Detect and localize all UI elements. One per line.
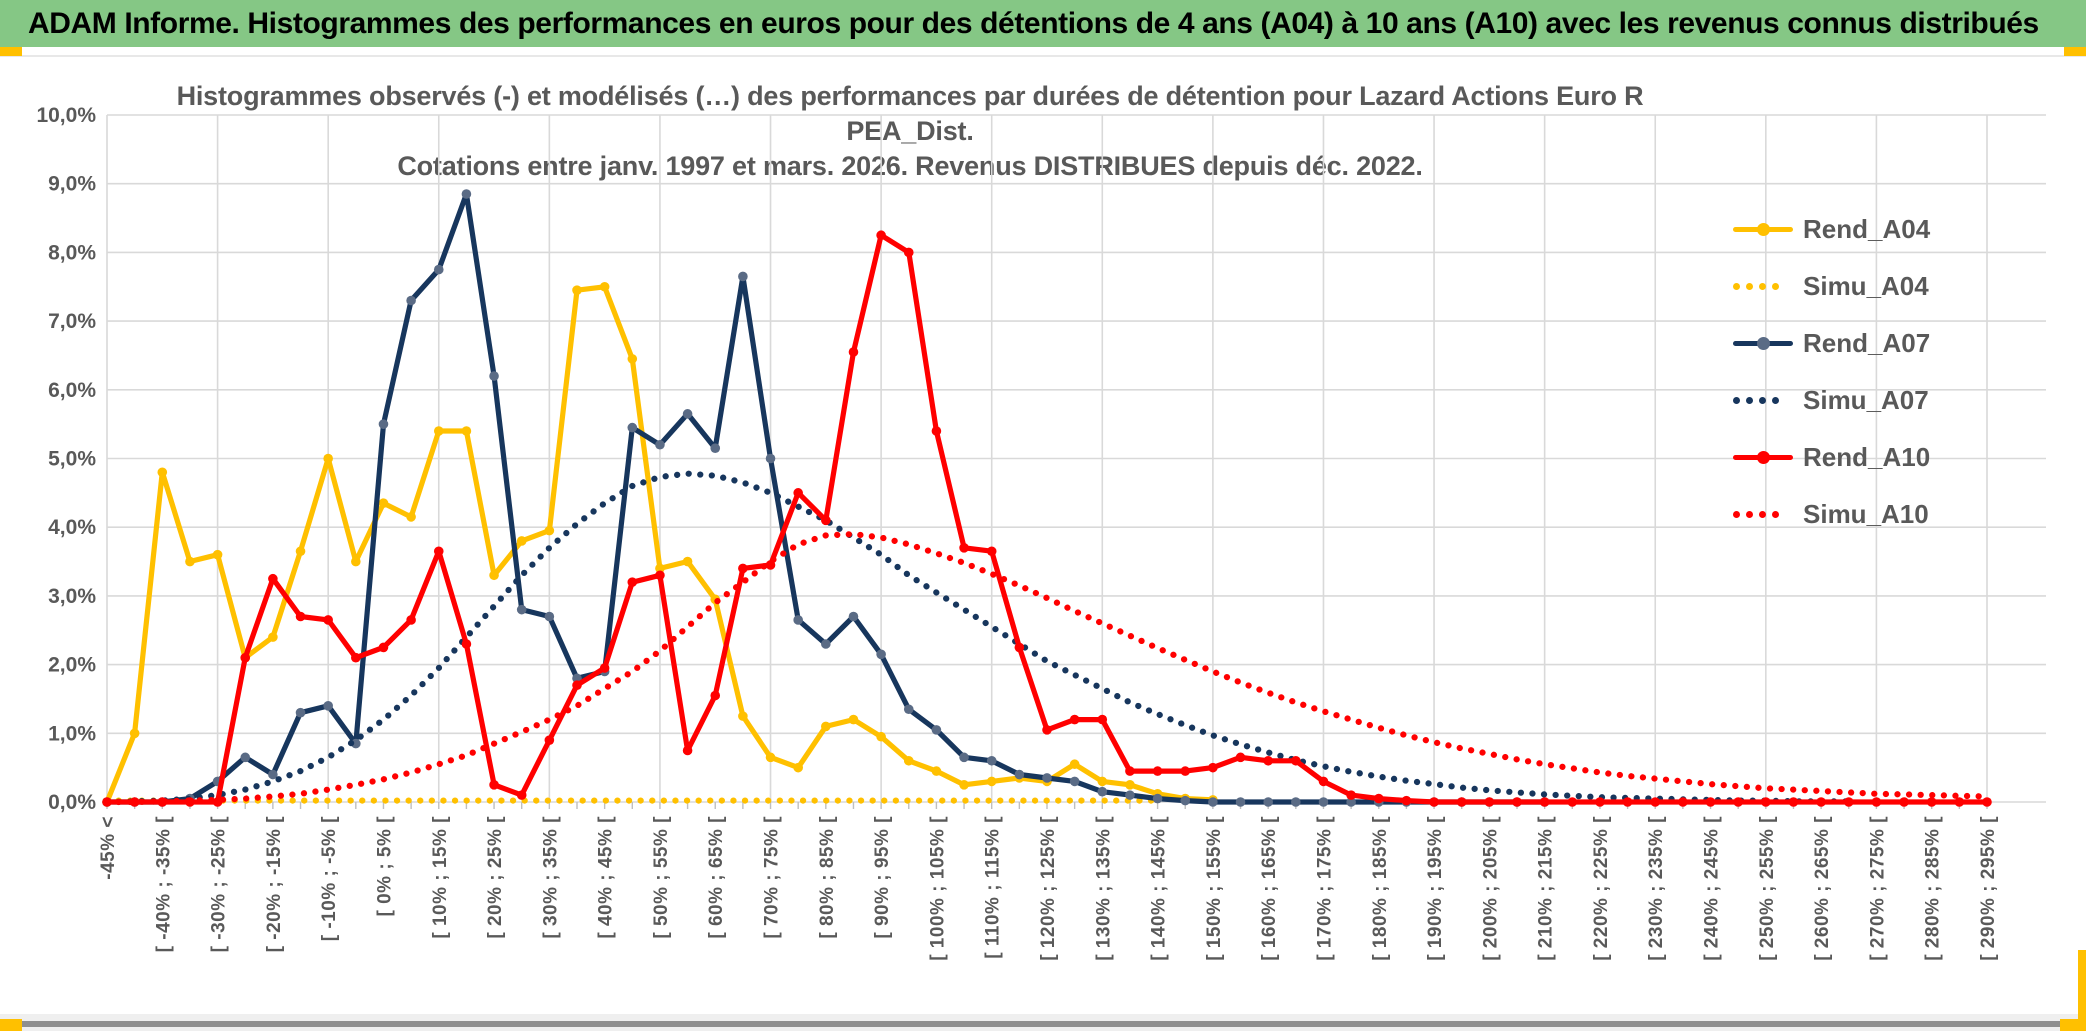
- x-tick-label: [ 160% ; 165% [: [1259, 816, 1280, 961]
- x-tick-label: [ 140% ; 145% [: [1149, 816, 1170, 961]
- x-tick-label: [ 220% ; 225% [: [1591, 816, 1612, 961]
- legend-label: Rend_A07: [1803, 327, 1931, 358]
- x-tick-label: [ 150% ; 155% [: [1204, 816, 1225, 961]
- legend-dots-sample: [1733, 279, 1793, 293]
- x-tick-label: [ 70% ; 75% [: [762, 816, 783, 939]
- x-tick-label: [ 10% ; 15% [: [430, 816, 451, 939]
- series-simu_a10: [103, 530, 1991, 806]
- y-tick-label: 1,0%: [48, 722, 96, 745]
- y-tick-label: 3,0%: [48, 585, 96, 608]
- x-axis-labels: -45% < [ -40% ; -35% [ [ -30% ; -25% [ [ -2…: [98, 816, 1999, 961]
- x-tick-label: [ -30% ; -25% [: [209, 816, 230, 952]
- banner-underline: [0, 55, 2086, 57]
- x-tick-label: [ 230% ; 235% [: [1646, 816, 1667, 961]
- x-tick-label: [ -40% ; -35% [: [153, 816, 174, 952]
- corner-accent-bottom-left: [0, 1019, 22, 1031]
- legend-item-rend_a04[interactable]: Rend_A04: [1733, 212, 1930, 246]
- legend-item-rend_a10[interactable]: Rend_A10: [1733, 440, 1930, 474]
- chart-title: Histogrammes observés (-) et modélisés (…: [170, 79, 1650, 184]
- x-tick-label: [ 50% ; 55% [: [651, 816, 672, 939]
- y-tick-label: 2,0%: [48, 654, 96, 677]
- legend-label: Simu_A04: [1803, 270, 1929, 301]
- x-tick-label: -45% <: [98, 816, 119, 880]
- legend-dots-sample: [1733, 393, 1793, 407]
- title-banner: ADAM Informe. Histogrammes des performan…: [0, 0, 2086, 47]
- x-tick-label: [ 210% ; 215% [: [1536, 816, 1557, 961]
- y-tick-label: 10,0%: [36, 104, 96, 127]
- plot-area: 0,0% 1,0% 2,0% 3,0% 4,0% 5,0% 6,0% 7,0% 8,0% 9,0%…: [36, 104, 2046, 961]
- chart-title-line1: Histogrammes observés (-) et modélisés (…: [176, 81, 1644, 146]
- corner-accent-top-right: [2064, 47, 2086, 56]
- x-tick-label: [ 30% ; 35% [: [540, 816, 561, 939]
- x-tick-label: [ 260% ; 265% [: [1812, 816, 1833, 961]
- legend-dots-sample: [1733, 507, 1793, 521]
- series-simu_a07: [103, 470, 1852, 806]
- y-axis-labels: 0,0% 1,0% 2,0% 3,0% 4,0% 5,0% 6,0% 7,0% 8,0% 9,0%…: [36, 104, 96, 814]
- x-tick-label: [ 200% ; 205% [: [1480, 816, 1501, 961]
- chart-title-line2: Cotations entre janv. 1997 et mars. 2026…: [397, 151, 1423, 181]
- x-tick-label: [ 120% ; 125% [: [1038, 816, 1059, 961]
- x-tick-label: [ 130% ; 135% [: [1093, 816, 1114, 961]
- legend-item-rend_a07[interactable]: Rend_A07: [1733, 326, 1930, 360]
- legend-label: Simu_A07: [1803, 384, 1929, 415]
- right-edge-accent: [2078, 950, 2086, 1020]
- chart-legend: Rend_A04 Simu_A04 Rend_A07 Simu_A07 Rend_A10…: [1733, 212, 1930, 554]
- x-tick-label: [ 290% ; 295% [: [1978, 816, 1999, 961]
- legend-item-simu_a04[interactable]: Simu_A04: [1733, 269, 1930, 303]
- x-tick-label: [ 100% ; 105% [: [927, 816, 948, 961]
- bottom-scrollbar[interactable]: [0, 1021, 2086, 1027]
- x-tick-label: [ 20% ; 25% [: [485, 816, 506, 939]
- x-tick-label: [ 240% ; 245% [: [1702, 816, 1723, 961]
- legend-label: Simu_A10: [1803, 498, 1929, 529]
- x-tick-label: [ 0% ; 5% [: [374, 816, 395, 917]
- y-tick-label: 4,0%: [48, 516, 96, 539]
- legend-item-simu_a10[interactable]: Simu_A10: [1733, 497, 1930, 531]
- x-tick-label: [ 40% ; 45% [: [596, 816, 617, 939]
- x-tick-label: [ -20% ; -15% [: [264, 816, 285, 952]
- banner-title: ADAM Informe. Histogrammes des performan…: [28, 6, 2039, 40]
- legend-label: Rend_A10: [1803, 441, 1931, 472]
- x-tick-label: [ 110% ; 115% [: [983, 816, 1004, 959]
- y-tick-label: 7,0%: [48, 310, 96, 333]
- x-tick-label: [ 60% ; 65% [: [706, 816, 727, 939]
- y-tick-label: 8,0%: [48, 241, 96, 264]
- series-rend_a07: [102, 189, 1550, 807]
- legend-item-simu_a07[interactable]: Simu_A07: [1733, 383, 1930, 417]
- corner-accent-bottom-right: [2060, 1019, 2086, 1031]
- x-tick-label: [ 250% ; 255% [: [1757, 816, 1778, 961]
- corner-accent-top-left: [0, 47, 22, 56]
- x-tick-label: [ 90% ; 95% [: [872, 816, 893, 939]
- x-tick-label: [ 170% ; 175% [: [1314, 816, 1335, 961]
- x-tick-label: [ 180% ; 185% [: [1370, 816, 1391, 961]
- y-tick-label: 5,0%: [48, 448, 96, 471]
- x-tick-label: [ 80% ; 85% [: [817, 816, 838, 939]
- x-tick-label: [ 280% ; 285% [: [1923, 816, 1944, 961]
- y-tick-label: 0,0%: [48, 791, 96, 814]
- legend-line-sample: [1733, 222, 1793, 236]
- legend-line-sample: [1733, 450, 1793, 464]
- x-tick-label: [ 270% ; 275% [: [1867, 816, 1888, 961]
- series-rend_a10: [102, 230, 1992, 807]
- x-tick-label: [ 190% ; 195% [: [1425, 816, 1446, 961]
- y-tick-label: 6,0%: [48, 379, 96, 402]
- x-tick-label: [ -10% ; -5% [: [319, 816, 340, 941]
- legend-line-sample: [1733, 336, 1793, 350]
- legend-label: Rend_A04: [1803, 213, 1931, 244]
- y-tick-label: 9,0%: [48, 173, 96, 196]
